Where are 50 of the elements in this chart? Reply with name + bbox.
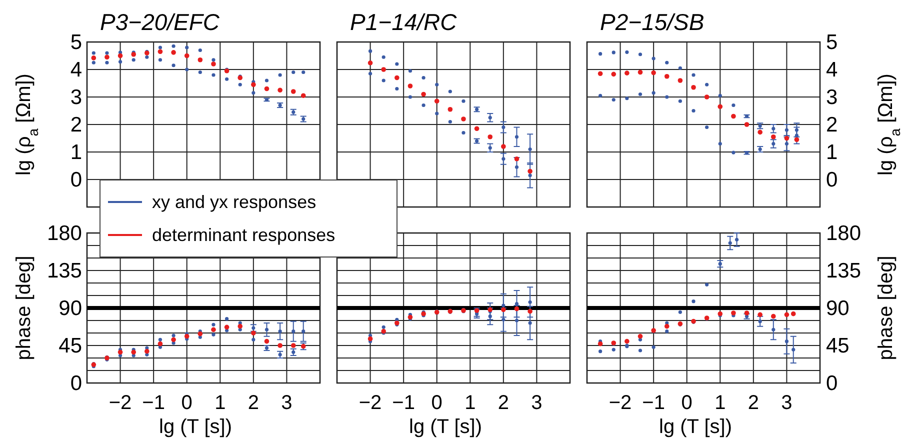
y-tick-label: 3: [70, 86, 82, 109]
x-tick-label: 1: [464, 392, 476, 414]
x-tick-label: 1: [214, 392, 226, 414]
y-tick-label: 45: [58, 334, 82, 358]
y-tick-label: 4: [826, 58, 838, 82]
x-tick-label: 1: [714, 392, 726, 414]
y-tick-label: 45: [826, 334, 850, 358]
y-tick-label: 90: [826, 297, 850, 320]
y-tick-label: 3: [826, 86, 838, 109]
x-tick-label: 3: [281, 392, 292, 414]
x-tick-label: −1: [142, 392, 165, 414]
x-tick-label: −1: [392, 392, 415, 414]
y-tick-label: 180: [826, 222, 862, 245]
y-tick-label: 135: [826, 260, 862, 282]
y-tick-label: 0: [70, 168, 82, 192]
x-tick-label: 3: [781, 392, 792, 414]
y-tick-label: 2: [826, 114, 838, 136]
x-axis-title: lg (T [s]): [409, 416, 482, 438]
y-tick-label: 1: [70, 141, 82, 164]
y-tick-label: 0: [826, 168, 838, 192]
y-tick-label: 90: [58, 297, 82, 320]
x-tick-label: 0: [431, 392, 442, 414]
x-tick-label: −2: [358, 392, 382, 414]
chart-title: P3−20/EFC: [100, 9, 220, 35]
y-tick-label: 2: [70, 114, 82, 136]
y-tick-label: 0: [826, 372, 838, 395]
x-axis-title: lg (T [s]): [159, 416, 232, 438]
chart-title: P2−15/SB: [600, 9, 704, 35]
x-tick-label: −1: [642, 392, 665, 414]
legend-label: xy and yx responses: [152, 192, 316, 212]
x-axis-title: lg (T [s]): [659, 416, 732, 438]
y-tick-label: 5: [70, 31, 82, 54]
legend-label: determinant responses: [152, 225, 336, 245]
x-tick-label: −2: [608, 392, 632, 414]
y-axis-title: phase [deg]: [875, 256, 897, 360]
y-tick-label: 5: [826, 31, 838, 54]
x-tick-label: 3: [531, 392, 542, 414]
x-tick-label: 2: [248, 392, 259, 414]
chart-title: P1−14/RC: [350, 9, 458, 35]
y-tick-label: 180: [46, 222, 82, 245]
x-tick-label: 2: [498, 392, 509, 414]
x-tick-label: 0: [681, 392, 692, 414]
y-tick-label: 0: [70, 372, 82, 395]
x-tick-label: 0: [181, 392, 192, 414]
y-tick-label: 135: [46, 260, 82, 282]
y-tick-label: 1: [826, 141, 838, 164]
y-axis-title: phase [deg]: [13, 256, 35, 360]
x-tick-label: 2: [748, 392, 759, 414]
x-tick-label: −2: [108, 392, 132, 414]
y-tick-label: 4: [70, 58, 82, 82]
